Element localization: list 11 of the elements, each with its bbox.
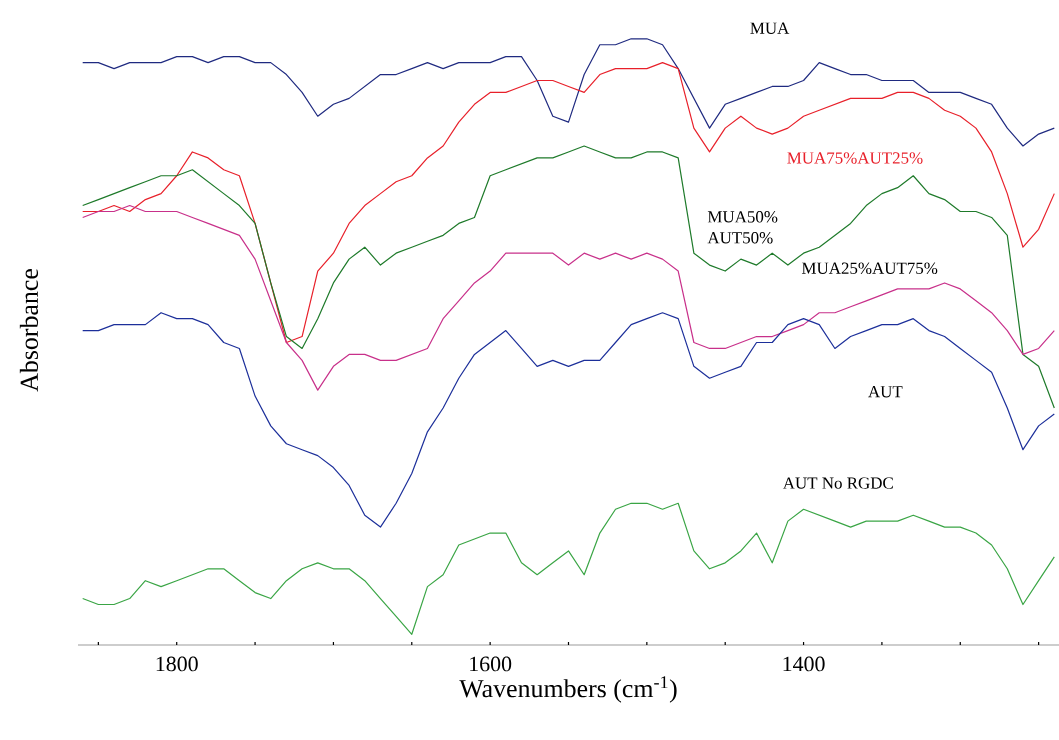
series-label: MUA25%AUT75% [801,262,938,274]
x-tick-label: 1400 [783,656,825,672]
x-axis-title: Wavenumbers (cm$^{-1}$) [459,676,677,703]
x-tick-label: 1800 [156,656,198,672]
y-axis-title: Absorbance [19,269,39,392]
series-label: MUA50% AUT50% [707,211,778,244]
text: MUA [750,22,790,34]
text: AUT [868,386,903,398]
series-label: AUT No RGDC [782,477,893,489]
x-tick-label: 1600 [470,656,512,672]
series-label: MUA75%AUT25% [787,152,923,164]
